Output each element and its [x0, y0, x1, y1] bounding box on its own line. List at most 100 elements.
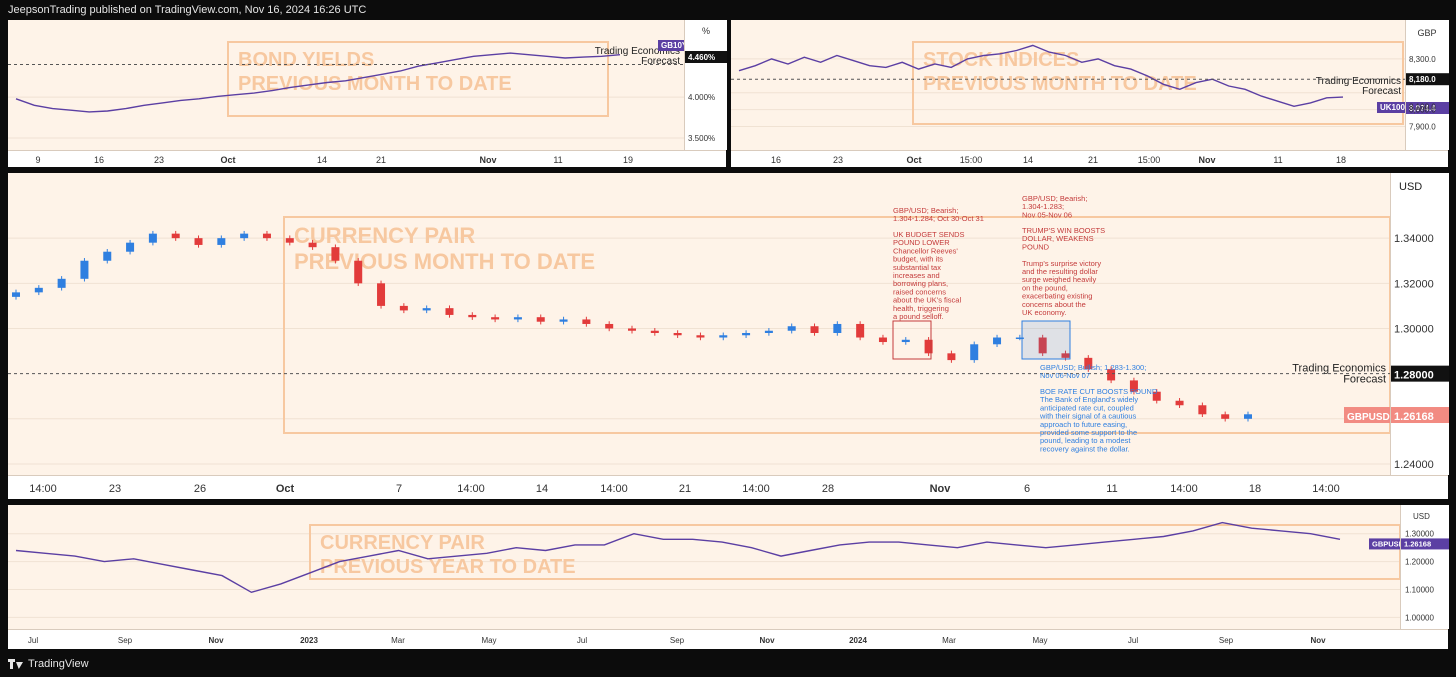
annotation-trump-body-line-8: exacerbating existing: [1022, 292, 1092, 301]
candle-body-19: [445, 308, 454, 315]
annotation-boe-body-line-2: anticipated rate cut, coupled: [1040, 403, 1134, 412]
main-xtick-9: 14:00: [742, 483, 770, 495]
stock-xtick-1: 23: [833, 155, 843, 165]
main-xtick-3: Oct: [276, 483, 295, 495]
year-price-tag-label: 1.26168: [1404, 539, 1431, 548]
main-forecast-tag-label: 1.28000: [1394, 370, 1434, 382]
main-price-tag-bg: [1391, 407, 1449, 424]
main-xtick-15: 18: [1249, 483, 1261, 495]
annotation-budget-head-line-1: 1.304-1.284; Oct 30-Oct 31: [893, 214, 984, 223]
stock-box-title: STOCK INDICES: [923, 49, 1079, 71]
year-xtick-12: Jul: [1128, 636, 1138, 645]
candle-body-52: [1198, 405, 1207, 415]
bond-xtick-8: 19: [623, 155, 633, 165]
year-xtick-3: 2023: [300, 636, 318, 645]
stock-xtick-6: 15:00: [1138, 155, 1161, 165]
main-price-axis[interactable]: USD 1.34000 1.32000 1.30000 1.24000 1.28000 1.…: [1390, 173, 1449, 475]
main-price-axis-labels: USD 1.34000 1.32000 1.30000 1.24000 1.28000 1.…: [1391, 181, 1449, 471]
main-symbol-tag-bg: [1344, 407, 1390, 424]
candle-body-20: [468, 314, 477, 318]
candle-body-27: [628, 328, 636, 331]
annotation-trump-body-line-0: TRUMP'S WIN BOOSTS: [1022, 226, 1105, 235]
candle-body-51: [1175, 400, 1184, 406]
year-xtick-6: Jul: [577, 636, 587, 645]
main-forecast-label-1: Trading Economics: [1292, 363, 1386, 375]
annotation-budget-body-line-6: borrowing plans,: [893, 279, 948, 288]
candle-body-28: [650, 330, 659, 333]
currency-pair-month-panel: CURRENCY PAIR PREVIOUS MONTH TO DATE Tradi…: [8, 173, 1449, 499]
main-xtick-8: 21: [679, 483, 691, 495]
stock-xtick-4: 14: [1023, 155, 1033, 165]
candle-body-50: [1152, 391, 1161, 401]
stock-time-axis-labels: 16 23 Oct 15:00 14 21 15:00 Nov 11 18: [771, 155, 1346, 165]
candle-body-25: [582, 319, 591, 324]
year-box-subtitle: PREVIOUS YEAR TO DATE: [320, 556, 576, 578]
annotation-budget-body-line-10: a pound selloff.: [893, 312, 944, 321]
candle-body-23: [536, 317, 545, 322]
candle-body-45: [1038, 337, 1047, 354]
year-xtick-4: Mar: [391, 636, 405, 645]
stock-ytick-1: 8,100.0: [1409, 103, 1436, 112]
bond-time-axis[interactable]: 9 16 23 Oct 14 21 Nov 11 19: [8, 150, 726, 167]
main-xtick-0: 14:00: [29, 483, 57, 495]
candle-body-36: [833, 323, 842, 333]
candle-body-2: [57, 278, 66, 288]
candle-body-1: [34, 287, 43, 293]
currency-pair-month-plot[interactable]: CURRENCY PAIR PREVIOUS MONTH TO DATE Tradi…: [8, 173, 1390, 475]
bond-xtick-4: 14: [317, 155, 327, 165]
stock-symbol-tag-bg: [1377, 102, 1405, 113]
stock-xtick-9: 18: [1336, 155, 1346, 165]
main-price-tag-label: 1.26168: [1394, 411, 1434, 423]
candle-body-3: [80, 260, 89, 279]
annotation-trump-body-line-5: and the resulting dollar: [1022, 267, 1098, 276]
candle-body-54: [1244, 414, 1252, 419]
year-time-axis[interactable]: Jul Sep Nov 2023 Mar May Jul Sep Nov 2024 Mar May Ju…: [8, 629, 1448, 649]
candle-body-48: [1107, 369, 1116, 381]
candle-body-30: [696, 335, 705, 338]
stock-price-tag-bg: [1406, 102, 1449, 114]
year-xtick-10: Mar: [942, 636, 956, 645]
bond-price-tag-label: 4.460%: [688, 53, 715, 62]
year-box: [309, 524, 1400, 580]
year-ytick-2: 1.10000: [1405, 586, 1434, 595]
year-xtick-1: Sep: [118, 636, 133, 645]
annotation-budget-box: [892, 320, 932, 360]
main-xtick-11: Nov: [930, 483, 952, 495]
annotation-budget-body-line-3: budget, with its: [893, 255, 943, 264]
annotation-budget-body-line-0: UK BUDGET SENDS: [893, 230, 965, 239]
annotation-trump-body-line-6: surge weighed heavily: [1022, 275, 1096, 284]
stock-time-axis[interactable]: 16 23 Oct 15:00 14 21 15:00 Nov 11 18: [731, 150, 1448, 167]
annotation-boe-head-line-1: Nov 06-Nov 07: [1040, 371, 1090, 380]
main-time-axis[interactable]: 14:00 23 26 Oct 7 14:00 14 14:00 21 14:00 28 Nov 6 11…: [8, 475, 1448, 499]
stock-indices-plot[interactable]: STOCK INDICES PREVIOUS MONTH TO DATE Tradi…: [731, 20, 1405, 150]
year-price-axis[interactable]: USD 1.30000 1.20000 1.10000 1.00000 1.26168: [1400, 505, 1449, 629]
main-forecast-tag-bg: [1391, 365, 1449, 382]
annotation-budget-body-line-4: substantial tax: [893, 263, 941, 272]
main-box-title: CURRENCY PAIR: [294, 223, 475, 248]
main-xtick-6: 14: [536, 483, 548, 495]
year-xtick-5: May: [481, 636, 496, 645]
stock-price-axis[interactable]: GBP 8,180.0 8,074.4 8,300.0 8,100.0 8,000.0 7,…: [1405, 20, 1449, 150]
tradingview-footer[interactable]: TradingView: [8, 656, 89, 672]
candle-body-0: [12, 292, 20, 297]
year-box-title: CURRENCY PAIR: [320, 532, 485, 554]
bond-xtick-3: Oct: [220, 155, 235, 165]
candle-body-49: [1129, 380, 1138, 392]
annotation-trump-body-line-4: Trump's surprise victory: [1022, 259, 1101, 268]
bond-xtick-2: 23: [154, 155, 164, 165]
annotation-budget-body-line-7: raised concerns: [893, 287, 946, 296]
candle-body-33: [764, 330, 773, 333]
candle-body-14: [331, 247, 340, 261]
main-xtick-7: 14:00: [600, 483, 628, 495]
bond-yields-plot[interactable]: BOND YIELDS PREVIOUS MONTH TO DATE Trading…: [8, 20, 684, 150]
bond-forecast-label-1: Trading Economics: [595, 46, 680, 57]
annotation-trump-body-line-10: UK economy.: [1022, 308, 1066, 317]
year-ytick-0: 1.30000: [1405, 530, 1434, 539]
candle-body-7: [171, 233, 180, 239]
candle-body-26: [605, 323, 614, 329]
bond-ytick-0: 4.000%: [688, 93, 715, 102]
bond-price-axis[interactable]: % 4.460% 4.000% 3.500%: [684, 20, 727, 150]
candle-body-17: [399, 305, 408, 311]
